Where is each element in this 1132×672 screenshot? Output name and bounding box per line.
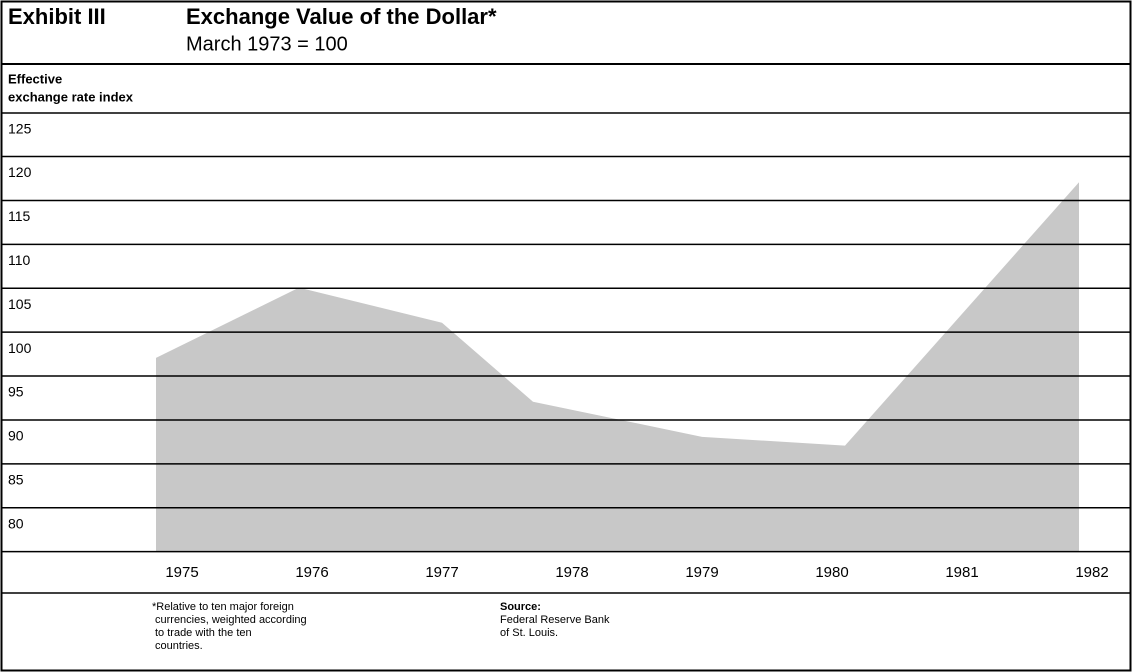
x-tick-label: 1978: [555, 564, 588, 581]
x-tick-label: 1980: [815, 564, 848, 581]
source: of St. Louis.: [500, 627, 558, 639]
source-label: Source:: [500, 601, 541, 613]
y-tick-label: 110: [8, 252, 31, 268]
y-tick-label: 115: [8, 208, 31, 224]
footnote: countries.: [155, 640, 203, 652]
y-tick-label: 80: [8, 515, 24, 531]
x-tick-label: 1981: [945, 564, 978, 581]
y-tick-label: 100: [8, 340, 32, 356]
y-tick-label: 125: [8, 120, 32, 136]
source: Federal Reserve Bank: [500, 614, 610, 626]
y-tick-label: 95: [8, 384, 24, 400]
x-tick-label: 1976: [295, 564, 328, 581]
x-tick-label: 1975: [165, 564, 198, 581]
y-tick-label: 120: [8, 164, 32, 180]
y-tick-label: 105: [8, 296, 32, 312]
x-tick-label: 1982: [1075, 564, 1108, 581]
y-label: Effective: [8, 71, 62, 86]
area: [156, 182, 1079, 552]
x-tick-label: 1977: [425, 564, 458, 581]
y-tick-label: 85: [8, 471, 24, 487]
x-tick-label: 1979: [685, 564, 718, 581]
footnote: *Relative to ten major foreign: [152, 601, 294, 613]
chart-title: Exchange Value of the Dollar*: [186, 4, 497, 29]
footnote: currencies, weighted according: [155, 614, 307, 626]
footnote: to trade with the ten: [155, 627, 252, 639]
y-label: exchange rate index: [8, 89, 134, 104]
exhibit: Exhibit III: [8, 4, 106, 29]
y-tick-label: 90: [8, 428, 24, 444]
chart-subtitle: March 1973 = 100: [186, 33, 348, 55]
